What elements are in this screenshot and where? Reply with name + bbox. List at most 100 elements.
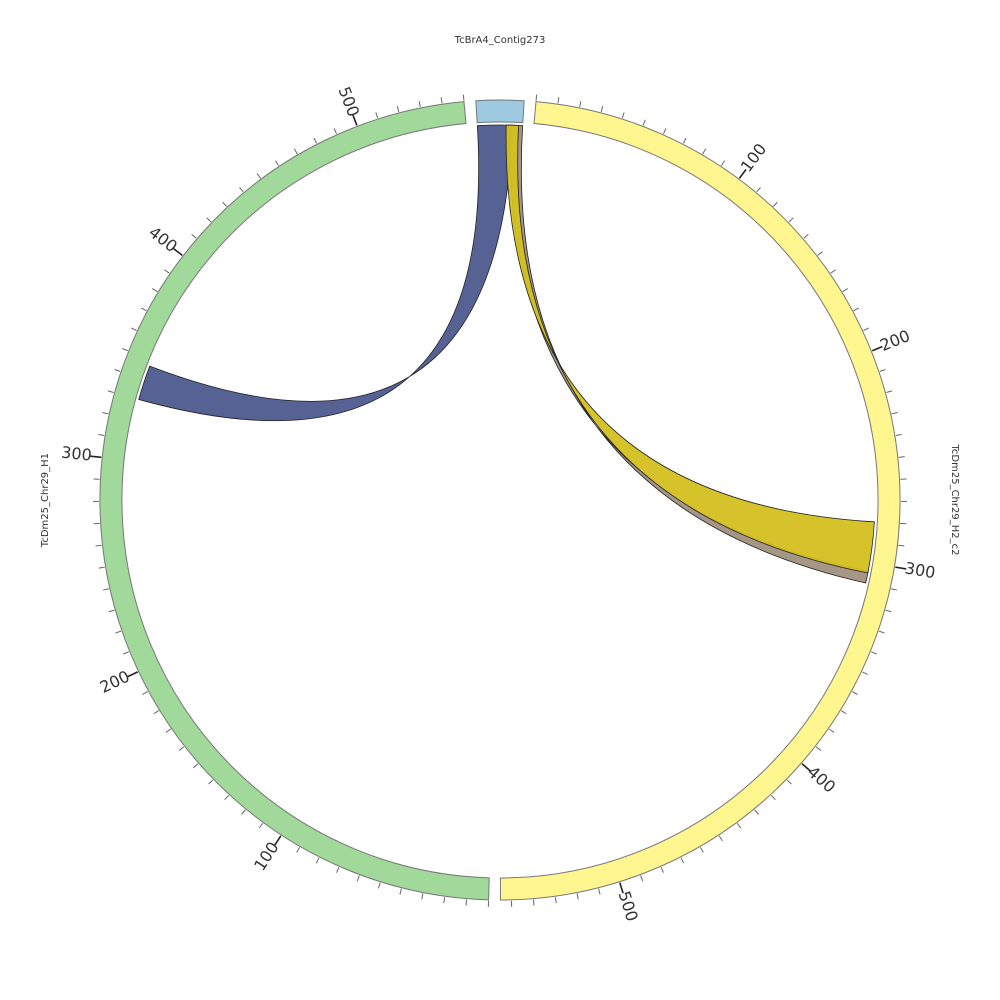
- segment-label-0: TcBrA4_Contig273: [454, 35, 546, 46]
- segment-label-2: TcDm25_Chr29_H1: [40, 453, 51, 548]
- tick-2-350: [122, 348, 129, 352]
- tick-1-180: [853, 307, 860, 312]
- tick-1-400: [801, 763, 811, 772]
- tick-1-530: [554, 897, 557, 904]
- tick-1-150: [817, 251, 823, 256]
- tick-1-0: [535, 94, 538, 101]
- tick-1-340: [871, 651, 877, 655]
- tick-1-50: [642, 119, 646, 126]
- tick-2-360: [130, 327, 137, 331]
- tick-2-220: [115, 630, 122, 634]
- tick-2-30: [421, 893, 424, 900]
- tick-2-90: [296, 847, 301, 853]
- tick-1-300: [895, 566, 907, 570]
- tick-2-40: [399, 888, 402, 895]
- tick-2-50: [377, 882, 381, 889]
- link-2: [505, 124, 875, 574]
- tick-2-390: [164, 269, 170, 274]
- tick-1-210: [879, 368, 886, 372]
- tick-1-110: [756, 187, 761, 193]
- tick-1-40: [621, 112, 625, 119]
- tick-2-370: [140, 307, 147, 312]
- tick-label-1-200: 200: [877, 326, 912, 355]
- segment-0: [475, 99, 525, 124]
- tick-1-440: [736, 822, 742, 829]
- tick-2-490: [333, 128, 337, 135]
- tick-2-420: [206, 217, 212, 223]
- tick-1-20: [579, 101, 582, 108]
- tick-1-490: [640, 875, 644, 882]
- tick-1-240: [895, 434, 902, 436]
- tick-2-410: [191, 233, 197, 239]
- tick-1-250: [898, 456, 905, 458]
- tick-2-10: [465, 899, 468, 906]
- segment-2: [99, 101, 490, 901]
- tick-2-110: [258, 822, 264, 829]
- tick-2-530: [418, 101, 421, 108]
- tick-2-330: [107, 390, 114, 393]
- tick-1-330: [878, 630, 885, 634]
- tick-2-240: [102, 588, 110, 591]
- tick-2-380: [151, 288, 158, 293]
- tick-2-210: [123, 651, 129, 655]
- tick-1-540: [532, 899, 535, 906]
- tick-1-190: [863, 327, 870, 331]
- tick-1-170: [842, 288, 849, 293]
- tick-2-520: [396, 106, 400, 113]
- tick-2-170: [165, 728, 172, 733]
- tick-label-1-500: 500: [615, 889, 642, 924]
- tick-2-60: [356, 875, 360, 882]
- tick-2-20: [443, 897, 446, 904]
- ticks-layer: [90, 94, 908, 907]
- tick-1-160: [830, 269, 836, 274]
- tick-1-120: [772, 201, 778, 207]
- tick-1-230: [891, 412, 898, 415]
- segment-1: [499, 101, 901, 901]
- tick-1-470: [680, 857, 685, 864]
- tick-2-440: [239, 187, 244, 193]
- tick-1-220: [886, 390, 893, 393]
- tick-1-290: [898, 544, 905, 547]
- tick-2-70: [336, 867, 340, 873]
- tick-label-2-200: 200: [97, 667, 133, 697]
- tick-1-450: [718, 835, 723, 842]
- tick-1-420: [770, 794, 776, 801]
- tick-1-390: [815, 746, 822, 751]
- link-1: [509, 124, 869, 584]
- tick-2-510: [375, 112, 379, 119]
- segments-layer: [99, 99, 901, 901]
- tick-1-10: [557, 97, 560, 104]
- links-layer: [138, 124, 875, 584]
- tick-2-260: [95, 544, 102, 547]
- tick-1-200: [871, 345, 883, 352]
- tick-2-450: [256, 173, 262, 179]
- tick-1-80: [702, 148, 707, 155]
- tick-1-130: [788, 217, 794, 223]
- tick-label-1-400: 400: [804, 762, 840, 796]
- tick-1-70: [682, 137, 687, 144]
- tick-2-500: [352, 114, 358, 126]
- tick-1-370: [840, 710, 847, 715]
- tick-1-140: [803, 233, 809, 239]
- tick-2-550: [462, 94, 465, 101]
- tick-1-500: [619, 882, 624, 894]
- tick-2-180: [153, 710, 160, 715]
- tick-1-90: [720, 160, 726, 166]
- tick-2-460: [274, 160, 280, 166]
- tick-1-60: [663, 128, 667, 135]
- tick-1-100: [738, 168, 747, 179]
- tick-2-200: [127, 671, 139, 678]
- tick-label-2-500: 500: [335, 84, 364, 119]
- tick-2-190: [142, 691, 148, 695]
- tick-1-380: [828, 728, 835, 733]
- tick-label-1-300: 300: [904, 558, 937, 582]
- tick-2-150: [193, 763, 199, 769]
- tick-2-140: [208, 779, 214, 785]
- tick-1-350: [862, 671, 868, 675]
- tick-label-1-100: 100: [737, 140, 770, 176]
- tick-1-30: [600, 106, 604, 113]
- tick-2-470: [293, 148, 298, 155]
- tick-1-510: [598, 888, 601, 895]
- tick-1-410: [786, 779, 792, 785]
